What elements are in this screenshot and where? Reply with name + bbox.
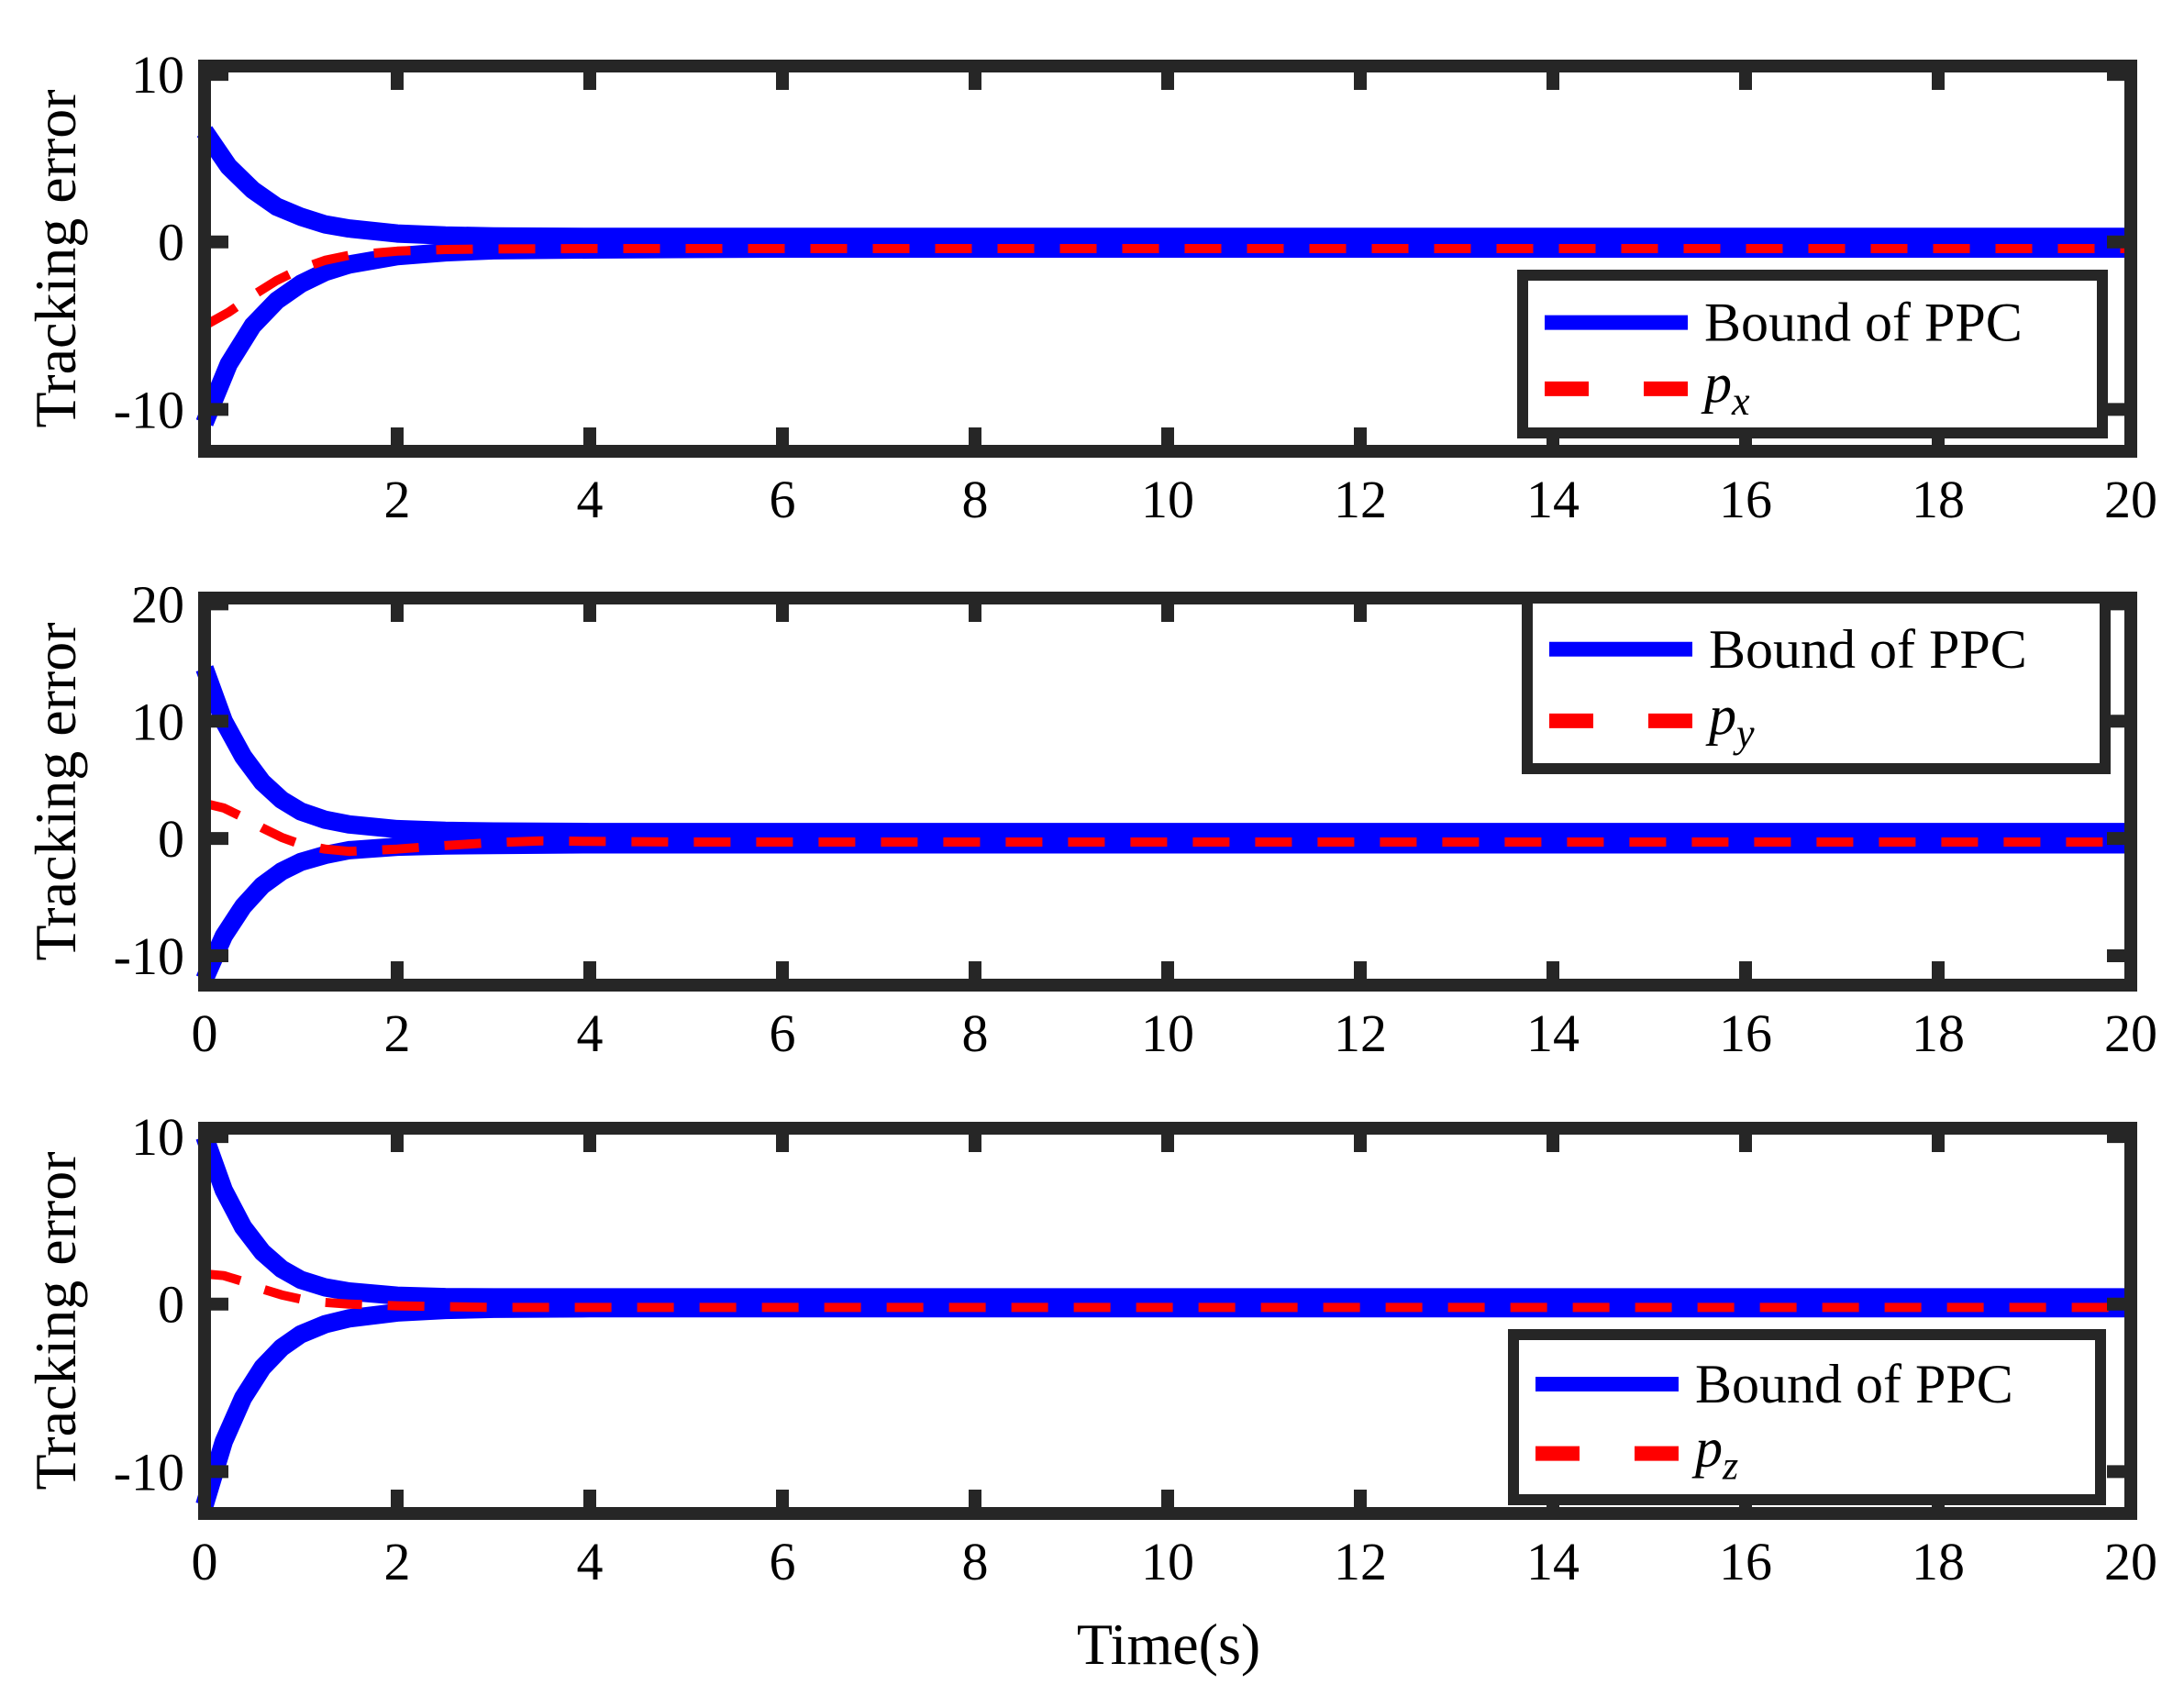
legend: Bound of PPC pz	[1508, 1329, 2106, 1505]
series-line-bound-upper	[196, 126, 2131, 247]
axes-frame	[198, 1122, 2137, 1520]
plot-marks	[195, 1133, 2131, 1508]
x-tick-label: 18	[1912, 1532, 1965, 1591]
x-tick-label: 8	[962, 470, 989, 529]
plot-marks	[195, 665, 2131, 983]
x-tick-label: 6	[770, 1003, 796, 1063]
y-tick-label: 10	[131, 45, 184, 105]
x-tick-label: 8	[962, 1003, 989, 1063]
x-tick-label: 16	[1719, 1003, 1772, 1063]
series-line-p_z	[204, 1269, 2131, 1313]
x-tick-label: 20	[2104, 1003, 2157, 1063]
y-tick-label: -10	[114, 380, 184, 439]
y-tick-label: 0	[158, 213, 184, 272]
series-line-bound-upper	[195, 1133, 2131, 1307]
x-tick-label: 2	[384, 470, 411, 529]
x-tick-label: 12	[1334, 1003, 1387, 1063]
tick-labels: 2 4 6 8 10 12 14 16 18 20 -10 0 10	[114, 45, 2157, 529]
y-axis-label: Tracking error	[23, 1151, 88, 1490]
x-tick-label: 8	[962, 1532, 989, 1591]
y-tick-label: 0	[158, 809, 184, 869]
subplot-x: Tracking error 2 4 6 8 10 12 14 16 18 20 -10 0 10 Bo…	[23, 45, 2157, 529]
legend-label-signal: pz	[1691, 1418, 1738, 1489]
legend-signal-subscript: y	[1733, 711, 1755, 756]
x-tick-label: 10	[1141, 1003, 1194, 1063]
x-tick-label: 12	[1334, 1532, 1387, 1591]
x-tick-label: 6	[770, 1532, 796, 1591]
y-axis-label: Tracking error	[23, 89, 88, 427]
x-tick-label: 18	[1912, 1003, 1965, 1063]
legend-label-bound: Bound of PPC	[1695, 1354, 2013, 1414]
axes-frame	[198, 60, 2137, 458]
x-tick-label: 14	[1526, 470, 1580, 529]
legend-label-bound: Bound of PPC	[1704, 293, 2023, 353]
legend-box	[1508, 1329, 2106, 1505]
x-axis-label: Time(s)	[1077, 1612, 1260, 1677]
legend: Bound of PPC py	[1522, 593, 2111, 774]
legend-signal-symbol: p	[1705, 685, 1736, 746]
x-tick-label: 0	[192, 1532, 218, 1591]
y-tick-label: 10	[131, 692, 184, 751]
series-line-p_y	[203, 798, 2131, 857]
y-tick-label: 20	[131, 574, 184, 634]
y-tick-label: -10	[114, 926, 184, 986]
x-tick-label: 6	[770, 470, 796, 529]
y-axis-label: Tracking error	[23, 622, 88, 960]
x-tick-label: 2	[384, 1003, 411, 1063]
legend-signal-subscript: x	[1731, 379, 1750, 424]
x-tick-label: 4	[577, 470, 604, 529]
legend-signal-symbol: p	[1701, 353, 1732, 414]
x-tick-label: 12	[1334, 470, 1387, 529]
legend: Bound of PPC px	[1517, 270, 2108, 438]
x-tick-label: 20	[2104, 470, 2157, 529]
x-tick-label: 14	[1526, 1003, 1580, 1063]
y-tick-label: 10	[131, 1107, 184, 1167]
series-line-bound-lower	[195, 835, 2131, 983]
legend-signal-subscript: z	[1722, 1444, 1738, 1489]
legend-label-signal: px	[1701, 353, 1750, 424]
y-tick-label: -10	[114, 1442, 184, 1502]
legend-label-bound: Bound of PPC	[1709, 619, 2027, 680]
x-tick-label: 20	[2104, 1532, 2157, 1591]
plot-marks	[195, 126, 2131, 427]
legend-box	[1522, 593, 2111, 774]
x-tick-label: 2	[384, 1532, 411, 1591]
legend-signal-symbol: p	[1691, 1418, 1723, 1479]
x-tick-label: 10	[1141, 470, 1194, 529]
subplot-y: Tracking error 0 2 4 6 8 10 12 14 16 18 20-1001020…	[23, 574, 2157, 1063]
x-tick-label: 10	[1141, 1532, 1194, 1591]
legend-label-signal: py	[1705, 685, 1755, 756]
x-tick-label: 16	[1719, 1532, 1772, 1591]
y-tick-label: 0	[158, 1275, 184, 1335]
legend-box	[1517, 270, 2108, 438]
series-line-bound-upper	[195, 665, 2131, 842]
x-tick-label: 14	[1526, 1532, 1580, 1591]
x-tick-label: 4	[577, 1003, 604, 1063]
series-line-p_x	[202, 244, 2131, 330]
x-tick-label: 0	[192, 1003, 218, 1063]
x-tick-label: 18	[1912, 470, 1965, 529]
x-tick-label: 16	[1719, 470, 1772, 529]
axes-frame	[198, 592, 2137, 992]
series-line-bound-lower	[195, 1299, 2131, 1508]
x-tick-label: 4	[577, 1532, 604, 1591]
